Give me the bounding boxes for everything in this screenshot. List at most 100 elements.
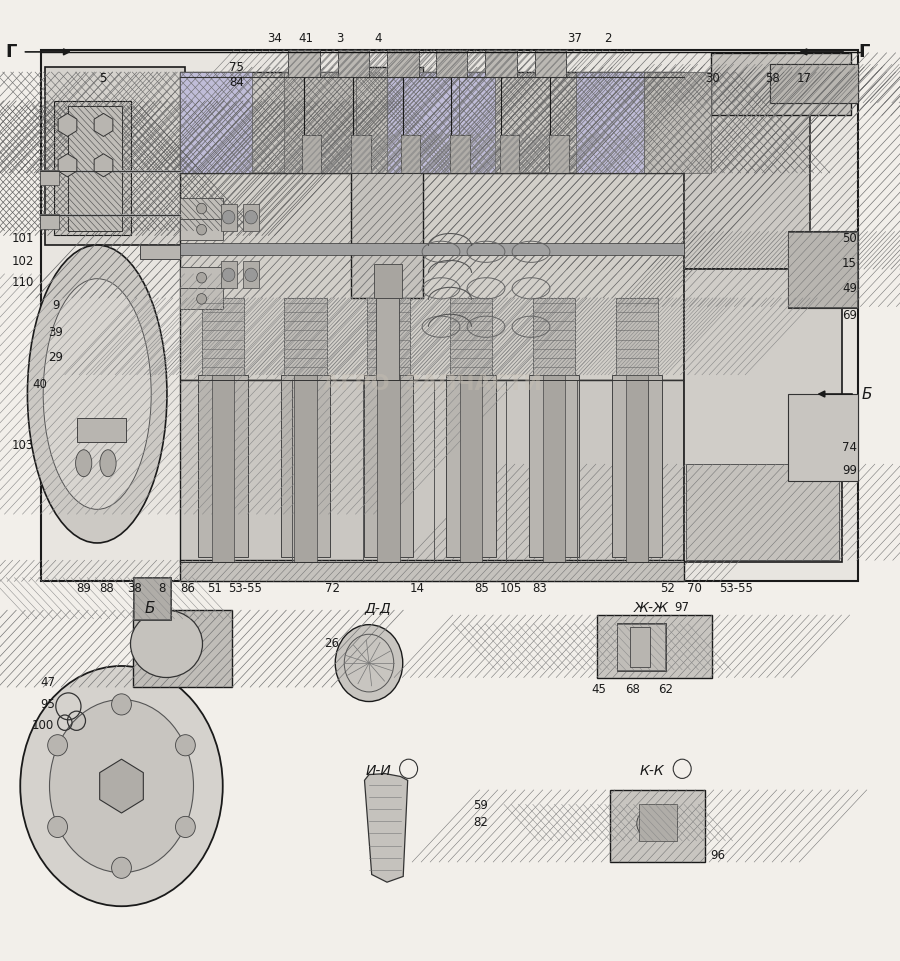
FancyBboxPatch shape	[180, 380, 684, 562]
Circle shape	[112, 857, 131, 878]
Text: 74: 74	[842, 441, 857, 455]
FancyBboxPatch shape	[220, 261, 237, 288]
FancyBboxPatch shape	[377, 375, 400, 562]
FancyBboxPatch shape	[351, 135, 371, 173]
Ellipse shape	[130, 610, 202, 678]
FancyBboxPatch shape	[180, 72, 684, 173]
FancyBboxPatch shape	[180, 219, 223, 240]
Polygon shape	[364, 774, 408, 882]
Text: 45: 45	[591, 682, 606, 696]
FancyBboxPatch shape	[302, 135, 321, 173]
FancyBboxPatch shape	[351, 67, 423, 298]
FancyBboxPatch shape	[134, 578, 170, 619]
Text: Ж-Ж: Ж-Ж	[634, 602, 669, 615]
FancyBboxPatch shape	[788, 232, 857, 307]
Circle shape	[196, 294, 206, 304]
FancyBboxPatch shape	[436, 50, 467, 77]
FancyBboxPatch shape	[576, 72, 644, 173]
FancyBboxPatch shape	[202, 298, 244, 375]
FancyBboxPatch shape	[788, 231, 858, 308]
Text: 100: 100	[32, 719, 53, 732]
FancyBboxPatch shape	[788, 394, 858, 480]
Circle shape	[245, 268, 257, 282]
Circle shape	[112, 694, 131, 715]
FancyBboxPatch shape	[281, 375, 330, 557]
FancyBboxPatch shape	[133, 577, 171, 620]
Circle shape	[176, 734, 195, 755]
FancyBboxPatch shape	[500, 135, 519, 173]
Text: 50: 50	[842, 232, 857, 245]
Text: АГРО  ЗАПЧАСТИ: АГРО ЗАПЧАСТИ	[322, 375, 542, 394]
FancyBboxPatch shape	[450, 135, 470, 173]
FancyBboxPatch shape	[284, 72, 356, 173]
Text: И-И: И-И	[365, 764, 391, 777]
Text: 17: 17	[796, 72, 811, 86]
Polygon shape	[140, 245, 180, 259]
Text: Г: Г	[859, 43, 869, 61]
FancyBboxPatch shape	[180, 560, 684, 581]
Ellipse shape	[76, 450, 92, 477]
FancyBboxPatch shape	[302, 135, 321, 173]
Text: 8: 8	[158, 581, 166, 595]
Ellipse shape	[637, 807, 677, 840]
Text: 3: 3	[337, 32, 344, 45]
Circle shape	[48, 734, 68, 755]
Circle shape	[222, 210, 235, 224]
FancyBboxPatch shape	[616, 298, 658, 375]
Text: 83: 83	[533, 581, 547, 595]
Circle shape	[222, 268, 235, 282]
FancyBboxPatch shape	[459, 72, 495, 173]
FancyBboxPatch shape	[686, 464, 839, 560]
Text: Д-Д: Д-Д	[364, 602, 392, 615]
Text: 29: 29	[49, 351, 63, 364]
Text: 53-55: 53-55	[228, 581, 262, 595]
Text: 41: 41	[299, 32, 313, 45]
FancyBboxPatch shape	[76, 418, 126, 442]
Text: 58: 58	[765, 72, 779, 86]
FancyBboxPatch shape	[180, 288, 223, 309]
Text: 40: 40	[32, 378, 47, 391]
FancyBboxPatch shape	[180, 198, 223, 219]
FancyBboxPatch shape	[284, 298, 327, 375]
FancyBboxPatch shape	[610, 790, 705, 862]
Text: 85: 85	[474, 581, 489, 595]
FancyBboxPatch shape	[630, 627, 650, 667]
FancyBboxPatch shape	[367, 298, 410, 375]
FancyBboxPatch shape	[626, 375, 648, 562]
FancyBboxPatch shape	[68, 106, 122, 231]
Text: 97: 97	[675, 601, 689, 614]
FancyBboxPatch shape	[770, 64, 858, 103]
Text: Г: Г	[5, 43, 16, 61]
Text: 99: 99	[842, 464, 857, 478]
FancyBboxPatch shape	[54, 101, 130, 235]
FancyBboxPatch shape	[684, 77, 810, 269]
Text: 102: 102	[12, 255, 33, 268]
Text: 39: 39	[49, 326, 63, 339]
FancyBboxPatch shape	[770, 64, 858, 103]
Ellipse shape	[100, 450, 116, 477]
FancyBboxPatch shape	[180, 243, 684, 255]
FancyBboxPatch shape	[220, 204, 237, 231]
Text: 14: 14	[410, 581, 425, 595]
Ellipse shape	[28, 245, 167, 543]
FancyBboxPatch shape	[212, 375, 234, 562]
FancyBboxPatch shape	[535, 50, 566, 77]
FancyBboxPatch shape	[617, 624, 665, 670]
Text: 26: 26	[324, 637, 338, 651]
Text: 89: 89	[76, 581, 91, 595]
Text: Б: Б	[145, 601, 156, 616]
FancyBboxPatch shape	[400, 135, 420, 173]
Text: К-К: К-К	[639, 764, 664, 777]
Text: 68: 68	[626, 682, 640, 696]
Text: 2: 2	[604, 32, 611, 45]
Text: 52: 52	[661, 581, 675, 595]
FancyBboxPatch shape	[450, 135, 470, 173]
Text: 37: 37	[567, 32, 581, 45]
Text: 101: 101	[12, 232, 33, 245]
Text: 95: 95	[40, 698, 55, 711]
Circle shape	[196, 203, 206, 213]
Ellipse shape	[50, 700, 194, 873]
Text: 9: 9	[52, 299, 59, 312]
FancyBboxPatch shape	[644, 72, 711, 173]
FancyBboxPatch shape	[376, 298, 399, 380]
